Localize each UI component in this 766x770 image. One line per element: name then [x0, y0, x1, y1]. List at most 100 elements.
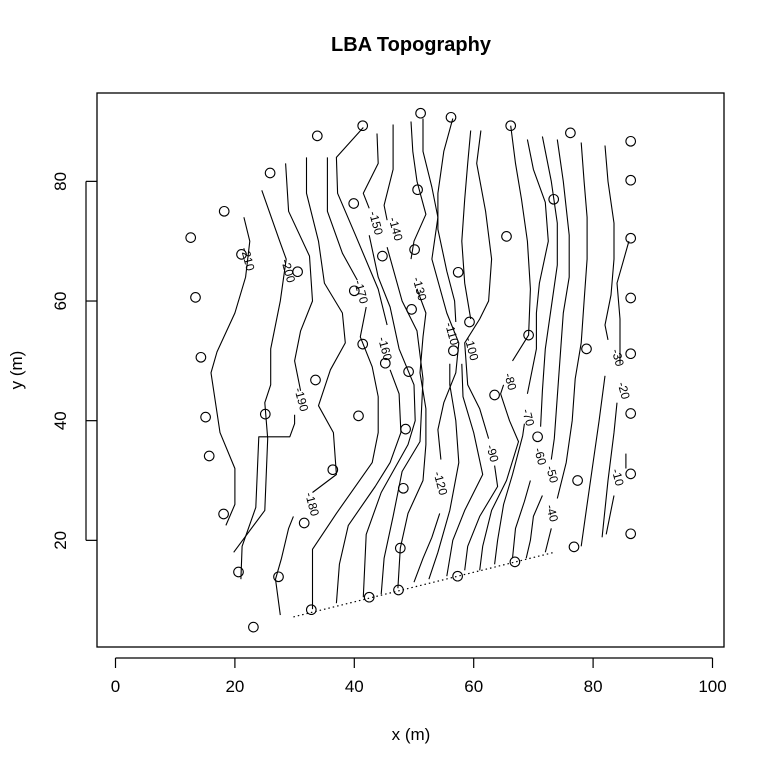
x-tick-label: 20: [225, 677, 244, 696]
contour-label: -70: [519, 407, 537, 428]
survey-point: [218, 205, 230, 217]
boundary-line: [293, 551, 555, 618]
contour-line: [383, 124, 394, 221]
survey-point: [393, 584, 404, 596]
contour-label: -150: [366, 210, 386, 237]
survey-point: [292, 266, 303, 278]
contour-line: [285, 163, 314, 391]
survey-point: [259, 408, 271, 420]
contour-label: -90: [483, 443, 501, 464]
survey-point: [353, 410, 364, 422]
contour-line: [479, 384, 520, 571]
survey-point: [397, 482, 409, 494]
survey-point: [409, 244, 420, 255]
plot-frame: [96, 92, 725, 648]
survey-point: [394, 542, 406, 554]
contour-line: [326, 157, 358, 281]
contour-line: [362, 133, 379, 209]
survey-point: [379, 357, 391, 369]
contour-line: [410, 121, 427, 260]
contour-line: [437, 118, 457, 323]
survey-point: [363, 591, 375, 603]
y-tick-label: 60: [51, 292, 70, 311]
survey-point: [348, 285, 360, 297]
contour-line: [464, 465, 499, 571]
contour-line: [525, 495, 543, 559]
survey-point: [310, 374, 321, 386]
contour-label: -200: [278, 257, 298, 284]
contour-line: [540, 136, 558, 427]
y-axis-label: y (m): [7, 351, 26, 390]
survey-point: [400, 423, 411, 435]
contour-line: [428, 363, 460, 580]
contour-labels: -210 -200 -190 -180 -170 -160 -150 -140 -130 -120…: [238, 210, 633, 524]
contour-label: -160: [375, 335, 395, 362]
x-axis-label: x (m): [392, 725, 431, 744]
contour-line: [335, 369, 402, 604]
contour-label: -120: [431, 470, 451, 497]
x-tick-label: 40: [345, 677, 364, 696]
survey-point: [236, 249, 247, 260]
contour-line: [544, 528, 552, 553]
survey-point: [523, 329, 534, 341]
contour-line: [556, 142, 588, 499]
contour-line: [550, 139, 570, 460]
contour-line: [210, 217, 251, 526]
contour-line: [311, 306, 379, 610]
survey-point: [406, 304, 417, 315]
chart-title: LBA Topography: [331, 34, 492, 56]
survey-point: [452, 570, 463, 582]
contour-line: [580, 375, 606, 547]
survey-point: [412, 184, 423, 196]
survey-point: [233, 566, 244, 578]
contour-label: -50: [543, 464, 561, 485]
survey-point: [195, 351, 207, 363]
survey-point: [464, 316, 475, 328]
survey-point: [200, 411, 211, 423]
contour-label: -30: [609, 347, 627, 368]
contour-label: -190: [291, 386, 311, 413]
contour-line: [422, 118, 460, 460]
contour-label: -80: [501, 371, 519, 392]
x-axis: 0 20 40 60 80 100: [111, 657, 727, 696]
survey-point: [327, 464, 339, 476]
survey-point: [568, 541, 580, 553]
survey-point: [218, 508, 229, 520]
contour-line: [510, 125, 531, 362]
contour-label: -10: [609, 467, 627, 488]
survey-point: [625, 528, 637, 540]
y-axis: 20 40 60 80: [51, 172, 97, 550]
y-tick-label: 40: [51, 411, 70, 430]
x-tick-label: 0: [111, 677, 120, 696]
y-tick-label: 20: [51, 531, 70, 550]
survey-point: [190, 292, 201, 303]
survey-point: [357, 338, 369, 350]
contour-line: [274, 516, 294, 616]
contour-label: -170: [351, 278, 371, 305]
contour-label: -110: [442, 321, 462, 347]
contour-label: -210: [238, 246, 258, 273]
dotted-boundary: [293, 551, 555, 618]
survey-point: [548, 193, 560, 205]
survey-point: [448, 345, 459, 357]
survey-point: [581, 343, 592, 355]
x-tick-label: 60: [464, 677, 483, 696]
survey-point: [532, 431, 543, 443]
contour-line: [335, 127, 388, 326]
contour-line: [446, 363, 484, 577]
contour-line: [240, 414, 296, 580]
contour-label: -40: [543, 503, 561, 524]
contour-line: [305, 157, 346, 493]
contour-line: [511, 480, 531, 559]
survey-point: [377, 250, 388, 262]
survey-point: [489, 389, 500, 401]
survey-point: [248, 621, 259, 633]
survey-point: [203, 450, 215, 462]
contour-line: [362, 235, 416, 598]
contour-line: [494, 423, 525, 565]
contour-line: [464, 130, 493, 439]
contour-label: -20: [615, 380, 633, 401]
contour-line: [413, 513, 441, 583]
survey-point: [572, 475, 583, 486]
survey-point: [625, 348, 637, 360]
